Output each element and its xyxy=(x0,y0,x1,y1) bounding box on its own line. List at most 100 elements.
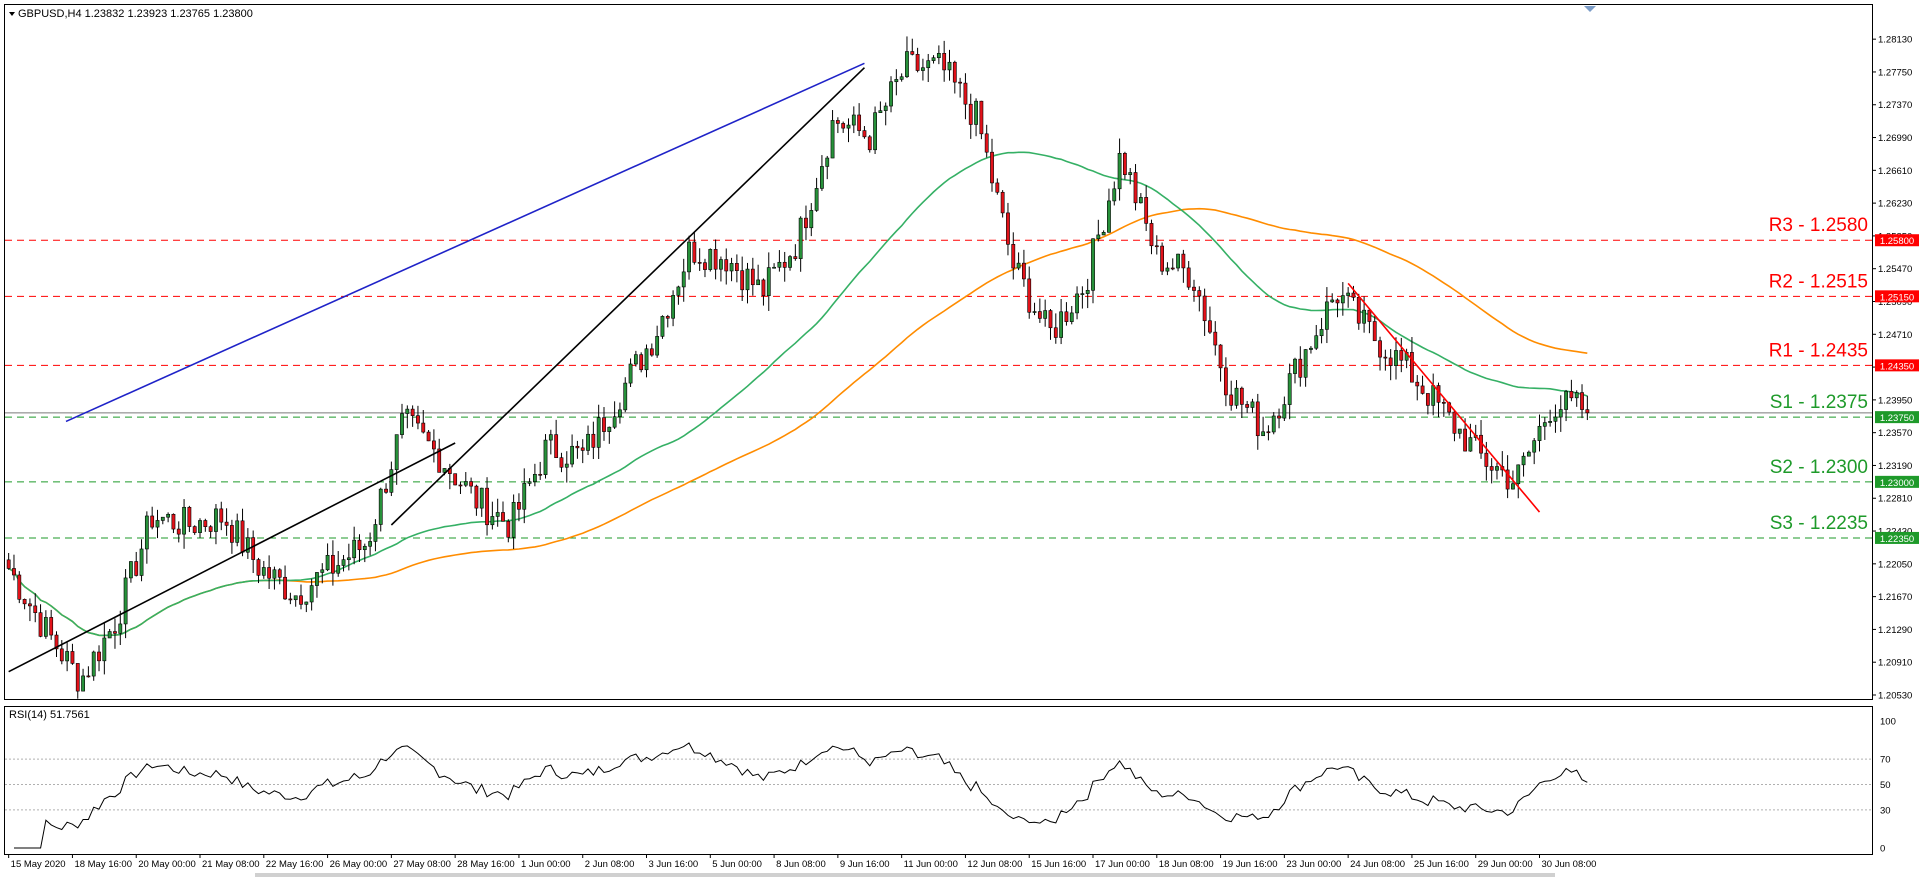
candle-body xyxy=(283,576,287,600)
candle-body xyxy=(65,651,70,662)
candle xyxy=(1564,389,1568,422)
candle xyxy=(118,610,123,646)
time-tick-label: 2 Jun 08:00 xyxy=(585,859,635,870)
candle xyxy=(155,509,160,539)
candle xyxy=(171,513,176,534)
candle xyxy=(1394,337,1398,380)
chart-shift-marker-icon[interactable] xyxy=(1584,6,1596,12)
candle xyxy=(129,561,133,583)
candle-body xyxy=(1239,387,1244,405)
candle-body xyxy=(841,123,846,129)
trendline-0 xyxy=(8,442,456,673)
candle-body xyxy=(331,555,335,574)
candle-body xyxy=(341,559,346,566)
candle xyxy=(1537,414,1542,452)
candle-body xyxy=(1431,385,1436,406)
candle xyxy=(1064,302,1069,326)
candle-body xyxy=(687,241,691,273)
candle-body xyxy=(522,483,527,510)
candle-body xyxy=(559,457,564,468)
candle-body xyxy=(1176,253,1180,269)
candle-body xyxy=(1202,295,1207,322)
candle-body xyxy=(320,569,325,573)
price-tick-label: 1.23570 xyxy=(1878,428,1912,439)
candle xyxy=(761,278,766,306)
candle-body xyxy=(1553,416,1558,422)
rsi-tick-label: 30 xyxy=(1880,805,1891,816)
candle xyxy=(740,256,745,301)
candle-body xyxy=(485,487,489,526)
trendline-1 xyxy=(390,67,865,526)
chart-menu-triangle-icon[interactable] xyxy=(9,12,15,16)
candle-body xyxy=(1213,331,1218,346)
candle-body xyxy=(820,166,824,189)
candle xyxy=(506,519,511,543)
candle xyxy=(1138,193,1143,204)
price-tick-label: 1.22050 xyxy=(1878,559,1912,570)
candle xyxy=(315,572,319,598)
candle xyxy=(485,477,489,536)
candle-body xyxy=(378,488,383,525)
candle-body xyxy=(1022,262,1026,280)
candle-body xyxy=(1096,234,1101,240)
candle-body xyxy=(772,266,776,269)
candle-body xyxy=(1133,172,1138,204)
candle-body xyxy=(1356,297,1361,324)
candle-body xyxy=(1463,428,1467,452)
candle xyxy=(1330,293,1335,303)
candle-body xyxy=(713,249,718,270)
candle xyxy=(70,643,75,665)
candle xyxy=(905,36,909,79)
candle xyxy=(501,501,505,522)
candle-body xyxy=(1208,320,1212,333)
candle xyxy=(984,124,989,158)
candle xyxy=(495,498,500,527)
candle-body xyxy=(958,81,963,84)
candle-body xyxy=(463,481,468,486)
rsi-panel-frame xyxy=(4,706,1873,855)
candle-body xyxy=(1532,440,1537,453)
candle xyxy=(91,650,96,681)
sr-level-labels: R3 - 1.2580 1.25800 R2 - 1.2515 1.25150 R1 -… xyxy=(1769,215,1919,545)
time-tick-label: 20 May 00:00 xyxy=(138,859,196,870)
candle xyxy=(543,434,548,479)
candle-body xyxy=(639,354,644,371)
candle xyxy=(1006,202,1010,256)
candle xyxy=(788,255,792,271)
candle xyxy=(979,100,984,140)
candle-body xyxy=(1346,292,1351,296)
candle xyxy=(910,38,915,56)
candle-body xyxy=(628,363,633,384)
time-tick-label: 3 Jun 16:00 xyxy=(649,859,699,870)
rsi-info: RSI(14) 51.7561 xyxy=(9,709,90,721)
candle xyxy=(570,434,574,468)
candle-body xyxy=(1542,422,1547,427)
candle xyxy=(1574,390,1579,407)
candle-body xyxy=(1112,188,1117,202)
candle-body xyxy=(1282,404,1287,419)
candle xyxy=(1229,380,1234,411)
candle xyxy=(1351,285,1356,301)
candle xyxy=(331,540,335,586)
candle-body xyxy=(336,565,341,574)
candle-body xyxy=(1117,152,1122,190)
candle-body xyxy=(942,53,947,71)
candle-body xyxy=(86,675,91,678)
candle-body xyxy=(362,545,367,551)
candle xyxy=(1048,309,1053,340)
candle xyxy=(86,666,91,678)
candle xyxy=(288,592,293,605)
candle-body xyxy=(618,409,622,418)
candle-body xyxy=(230,525,234,543)
candle xyxy=(368,532,373,556)
candle xyxy=(1234,380,1239,409)
candle-body xyxy=(1181,253,1186,269)
level-label-r3: R3 - 1.2580 xyxy=(1769,215,1868,236)
rsi-axis: 100 70 50 30 0 xyxy=(1880,717,1896,855)
candle-body xyxy=(681,271,686,288)
candle-body xyxy=(1324,301,1329,330)
candle-body xyxy=(777,261,782,268)
price-tick-label: 1.26610 xyxy=(1878,166,1912,177)
candle-body xyxy=(984,133,989,153)
candle xyxy=(245,528,250,559)
